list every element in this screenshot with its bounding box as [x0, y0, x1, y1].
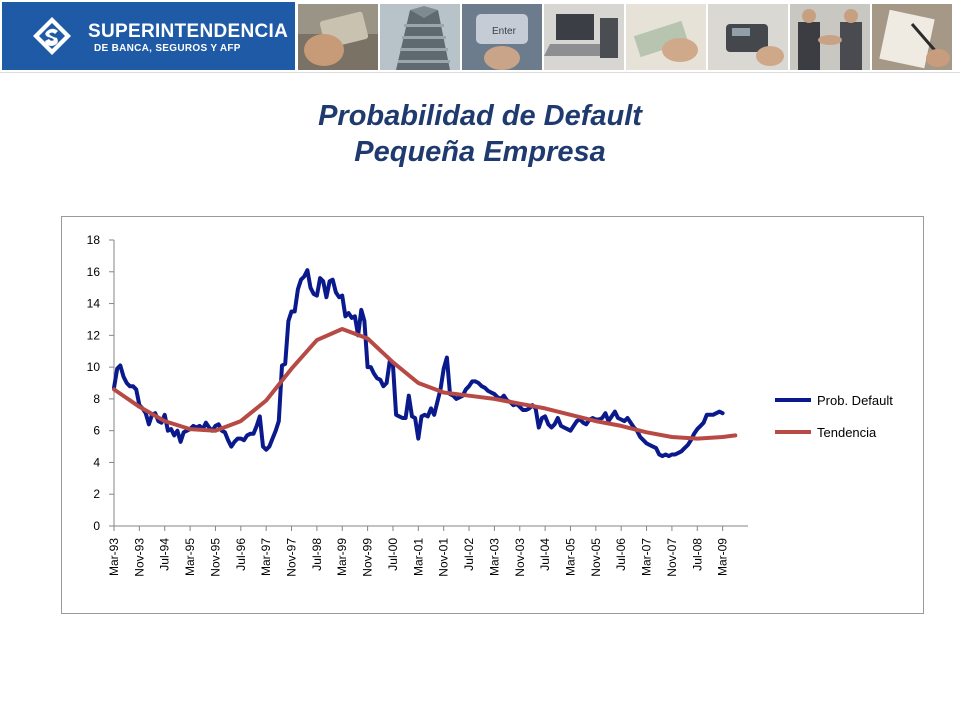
x-tick-label: Mar-93 — [107, 538, 121, 576]
x-tick-label: Mar-05 — [563, 538, 577, 576]
money-hands-photo — [626, 4, 706, 70]
x-tick-label: Mar-03 — [487, 538, 501, 576]
logo-diamond-icon — [33, 17, 71, 55]
x-tick-label: Jul-00 — [386, 538, 400, 571]
x-tick-label: Mar-07 — [640, 538, 654, 576]
legend-label: Tendencia — [817, 425, 877, 440]
x-tick-label: Mar-97 — [259, 538, 273, 576]
x-tick-label: Mar-99 — [335, 538, 349, 576]
x-tick-label: Jul-96 — [234, 538, 248, 571]
chart-frame: 0 2 4 6 8 10 12 14 16 18 Mar-93 Nov-93 Jul-94 Mar-95 N… — [61, 216, 924, 614]
legend-label: Prob. Default — [817, 393, 893, 408]
y-tick-label: 2 — [93, 487, 100, 501]
x-tick-label: Jul-04 — [538, 538, 552, 571]
y-tick-label: 10 — [87, 360, 101, 374]
signing-document-photo — [872, 4, 952, 70]
series-line-tendencia — [112, 327, 738, 441]
x-tick-label: Mar-09 — [716, 538, 730, 576]
card-terminal-photo — [708, 4, 788, 70]
series-line-prob-default — [112, 268, 725, 459]
y-tick-label: 16 — [87, 265, 101, 279]
line-chart: 0 2 4 6 8 10 12 14 16 18 Mar-93 Nov-93 Jul-94 Mar-95 N… — [87, 233, 894, 577]
credit-card-photo — [298, 4, 378, 70]
x-tick-label: Nov-93 — [132, 538, 146, 577]
x-tick-label: Jul-08 — [690, 538, 704, 571]
svg-text:Enter: Enter — [492, 26, 517, 37]
y-tick-label: 6 — [93, 424, 100, 438]
x-tick-label: Mar-95 — [183, 538, 197, 576]
x-tick-label: Nov-03 — [513, 538, 527, 577]
logo-text-line1: SUPERINTENDENCIA — [88, 21, 289, 42]
x-tick-label: Jul-02 — [462, 538, 476, 571]
title-line1: Probabilidad de Default — [318, 100, 642, 132]
y-tick-label: 0 — [93, 519, 100, 533]
x-tick-label: Nov-99 — [361, 538, 375, 577]
x-tick-label: Nov-01 — [437, 538, 451, 577]
x-tick-label: Nov-95 — [208, 538, 222, 577]
y-tick-label: 8 — [93, 392, 100, 406]
laptop-photo — [544, 4, 624, 70]
y-tick-label: 12 — [87, 328, 101, 342]
x-tick-label: Nov-05 — [589, 538, 603, 577]
x-tick-label: Jul-98 — [310, 538, 324, 571]
x-tick-label: Jul-94 — [158, 538, 172, 571]
title-line2: Pequeña Empresa — [354, 136, 606, 168]
slide-title: Probabilidad de Default Pequeña Empresa — [0, 98, 960, 170]
handshake-photo — [790, 4, 870, 70]
header-banner: SUPERINTENDENCIA DE BANCA, SEGUROS Y AFP… — [0, 0, 960, 73]
logo-text-line2: DE BANCA, SEGUROS Y AFP — [94, 43, 241, 54]
logo: SUPERINTENDENCIA DE BANCA, SEGUROS Y AFP — [2, 2, 295, 70]
enter-key-photo: Enter — [462, 4, 542, 70]
building-photo — [380, 4, 460, 70]
x-tick-label: Nov-97 — [285, 538, 299, 577]
y-tick-label: 4 — [93, 455, 100, 469]
x-tick-label: Mar-01 — [411, 538, 425, 576]
x-tick-label: Jul-06 — [614, 538, 628, 571]
y-tick-label: 14 — [87, 297, 101, 311]
x-tick-label: Nov-07 — [665, 538, 679, 577]
y-tick-label: 18 — [87, 233, 101, 247]
